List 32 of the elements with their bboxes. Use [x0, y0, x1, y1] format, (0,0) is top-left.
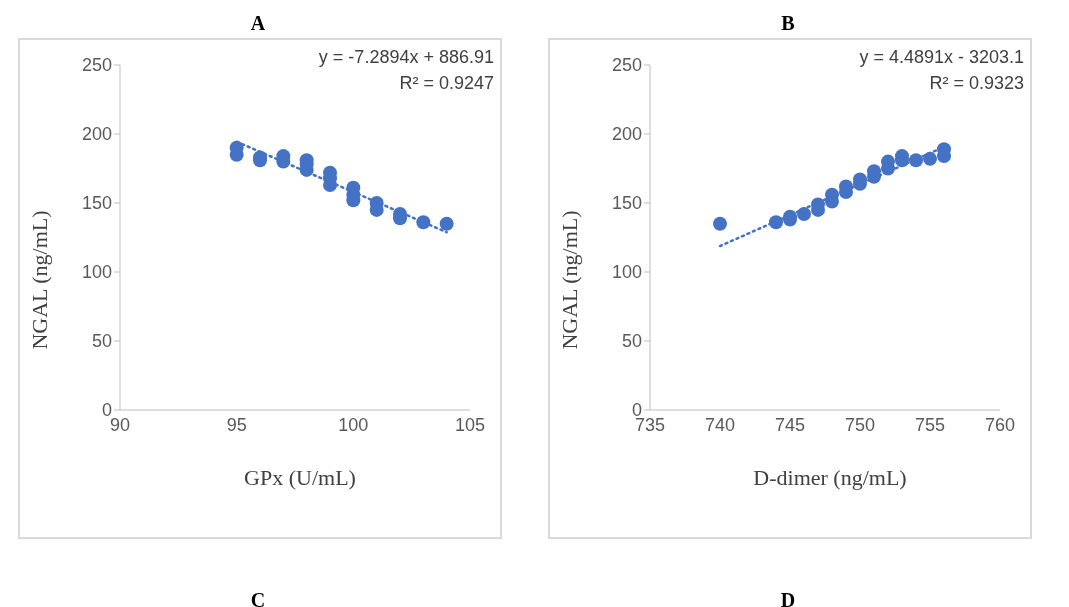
annotation: R² = 0.9323	[928, 72, 1024, 95]
x-tick-label: 750	[844, 414, 876, 435]
x-tick-label: 100	[338, 414, 369, 435]
x-axis-title: D-dimer (ng/mL)	[752, 465, 908, 491]
annotation: R² = 0.9247	[398, 72, 494, 95]
y-axis-title: NGAL (ng/mL)	[27, 210, 53, 350]
y-tick-label: 0	[101, 400, 112, 421]
y-tick-label: 100	[81, 262, 112, 283]
chart-title: A	[249, 11, 267, 36]
y-tick-label: 250	[81, 55, 112, 76]
text: D	[779, 589, 797, 607]
x-tick-label: 105	[454, 414, 486, 435]
x-tick-label: 755	[914, 414, 946, 435]
chart-title: B	[780, 11, 796, 36]
x-tick-label: 760	[984, 414, 1016, 435]
y-tick-label: 50	[91, 331, 112, 352]
annotation: y = -7.2894x + 886.91	[318, 46, 494, 69]
y-tick-label: 250	[611, 55, 642, 76]
x-tick-label: 90	[109, 414, 131, 435]
x-tick-label: 740	[704, 414, 736, 435]
y-tick-label: 200	[81, 124, 112, 145]
x-axis-title: GPx (U/mL)	[243, 465, 357, 491]
annotation: y = 4.4891x - 3203.1	[859, 46, 1024, 69]
y-tick-label: 50	[621, 331, 642, 352]
y-tick-label: 150	[81, 193, 112, 214]
y-tick-label: 100	[611, 262, 642, 283]
text: C	[249, 589, 267, 607]
y-tick-label: 150	[611, 193, 642, 214]
x-tick-label: 745	[774, 414, 806, 435]
y-axis-title: NGAL (ng/mL)	[557, 210, 583, 350]
y-tick-label: 200	[611, 124, 642, 145]
x-tick-label: 95	[226, 414, 247, 435]
